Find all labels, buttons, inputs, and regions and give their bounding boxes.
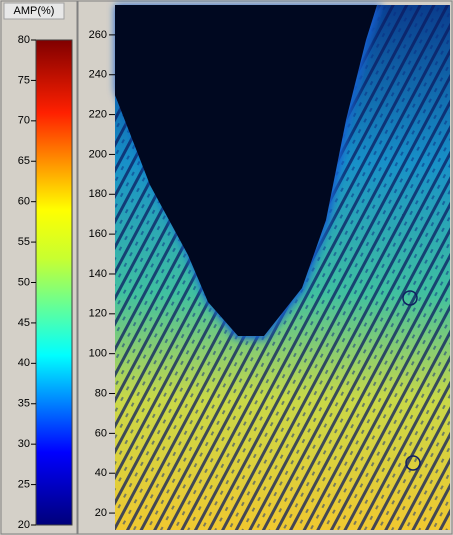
y-tick-label: 80: [95, 387, 107, 399]
y-tick-label: 200: [89, 148, 107, 160]
y-tick-label: 40: [95, 467, 107, 479]
colorbar-tick-label: 40: [18, 357, 30, 369]
y-tick-label: 120: [89, 308, 107, 320]
colorbar-title: AMP(%): [14, 5, 55, 17]
colorbar-tick-label: 45: [18, 317, 30, 329]
y-tick-label: 180: [89, 188, 107, 200]
defect-region: [115, 5, 377, 336]
marker: [405, 455, 421, 471]
colorbar-tick-label: 35: [18, 398, 30, 410]
y-tick-label: 20: [95, 507, 107, 519]
colorbar-tick-label: 50: [18, 276, 30, 288]
y-tick-label: 240: [89, 69, 107, 81]
y-tick-label: 60: [95, 427, 107, 439]
colorbar: [35, 39, 73, 526]
y-tick-label: 260: [89, 29, 107, 41]
colorbar-tick-label: 65: [18, 155, 30, 167]
y-tick-label: 100: [89, 348, 107, 360]
colorbar-tick-label: 20: [18, 519, 30, 531]
colorbar-tick-label: 70: [18, 115, 30, 127]
colorbar-tick-label: 80: [18, 34, 30, 46]
scan-image: [115, 5, 450, 530]
y-tick-label: 140: [89, 268, 107, 280]
colorbar-tick-label: 75: [18, 74, 30, 86]
y-tick-label: 160: [89, 228, 107, 240]
y-tick-label: 220: [89, 108, 107, 120]
title-box: [3, 2, 65, 20]
colorbar-tick-label: 30: [18, 438, 30, 450]
colorbar-tick-label: 25: [18, 478, 30, 490]
colorbar-tick-label: 60: [18, 196, 30, 208]
marker: [402, 290, 418, 306]
colorbar-tick-label: 55: [18, 236, 30, 248]
